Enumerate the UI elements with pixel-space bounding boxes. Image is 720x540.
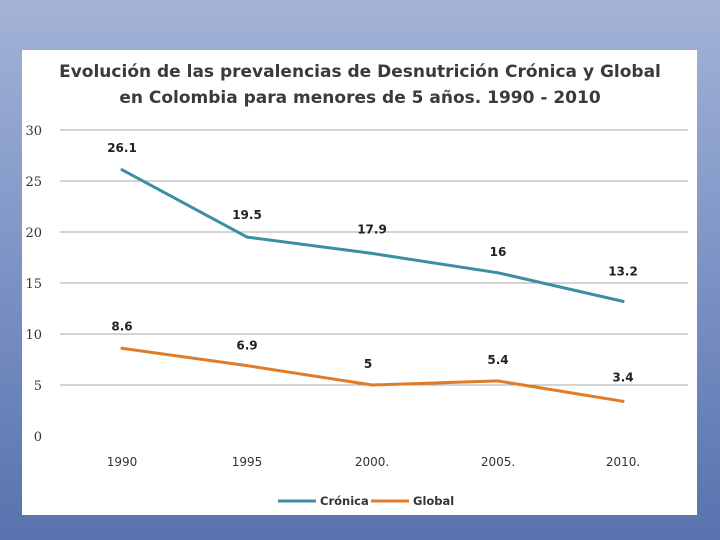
y-tick-label: 25 bbox=[25, 175, 42, 190]
x-tick-label: 2005. bbox=[481, 455, 515, 469]
legend-label: Crónica bbox=[320, 494, 369, 508]
data-label: 19.5 bbox=[232, 208, 262, 222]
data-point bbox=[621, 399, 625, 403]
line-chart: Evolución de las prevalencias de Desnutr… bbox=[25, 62, 688, 508]
data-point bbox=[245, 364, 249, 368]
data-label: 8.6 bbox=[111, 319, 132, 333]
x-tick-label: 2010. bbox=[606, 455, 640, 469]
y-axis-ticks: 0 5 10 15 20 25 30 bbox=[25, 124, 42, 445]
data-label: 26.1 bbox=[107, 141, 137, 155]
data-label: 17.9 bbox=[357, 222, 387, 236]
x-tick-label: 1995 bbox=[232, 455, 263, 469]
data-label: 13.2 bbox=[608, 264, 638, 278]
data-label: 6.9 bbox=[236, 339, 257, 353]
grid-lines bbox=[60, 129, 688, 386]
series-line-global bbox=[120, 346, 625, 403]
data-point bbox=[496, 379, 500, 383]
y-tick-label: 0 bbox=[34, 430, 42, 445]
data-point bbox=[496, 271, 500, 275]
chart-title-line1: Evolución de las prevalencias de Desnutr… bbox=[59, 62, 661, 82]
data-point bbox=[370, 251, 374, 255]
data-label: 3.4 bbox=[612, 370, 633, 384]
data-label: 5.4 bbox=[487, 353, 508, 367]
data-point bbox=[621, 299, 625, 303]
x-tick-label: 2000. bbox=[355, 455, 389, 469]
y-tick-label: 20 bbox=[25, 226, 42, 241]
data-labels: 26.1 19.5 17.9 16 13.2 8.6 6.9 5 5.4 3.4 bbox=[107, 141, 638, 385]
data-point bbox=[120, 168, 124, 172]
data-label: 5 bbox=[364, 357, 372, 371]
x-axis-ticks: 1990 1995 2000. 2005. 2010. bbox=[107, 455, 640, 469]
legend-label: Global bbox=[413, 494, 454, 508]
data-point bbox=[120, 346, 124, 350]
data-label: 16 bbox=[490, 245, 507, 259]
y-tick-label: 5 bbox=[34, 379, 42, 394]
series-lines bbox=[120, 168, 625, 403]
y-tick-label: 10 bbox=[25, 328, 42, 343]
legend: Crónica Global bbox=[278, 494, 454, 508]
data-point bbox=[370, 383, 374, 387]
x-tick-label: 1990 bbox=[107, 455, 138, 469]
y-tick-label: 30 bbox=[25, 124, 42, 139]
chart-card: Evolución de las prevalencias de Desnutr… bbox=[22, 50, 697, 515]
chart-title-line2: en Colombia para menores de 5 años. 1990… bbox=[119, 88, 601, 108]
y-tick-label: 15 bbox=[25, 277, 42, 292]
data-point bbox=[245, 235, 249, 239]
